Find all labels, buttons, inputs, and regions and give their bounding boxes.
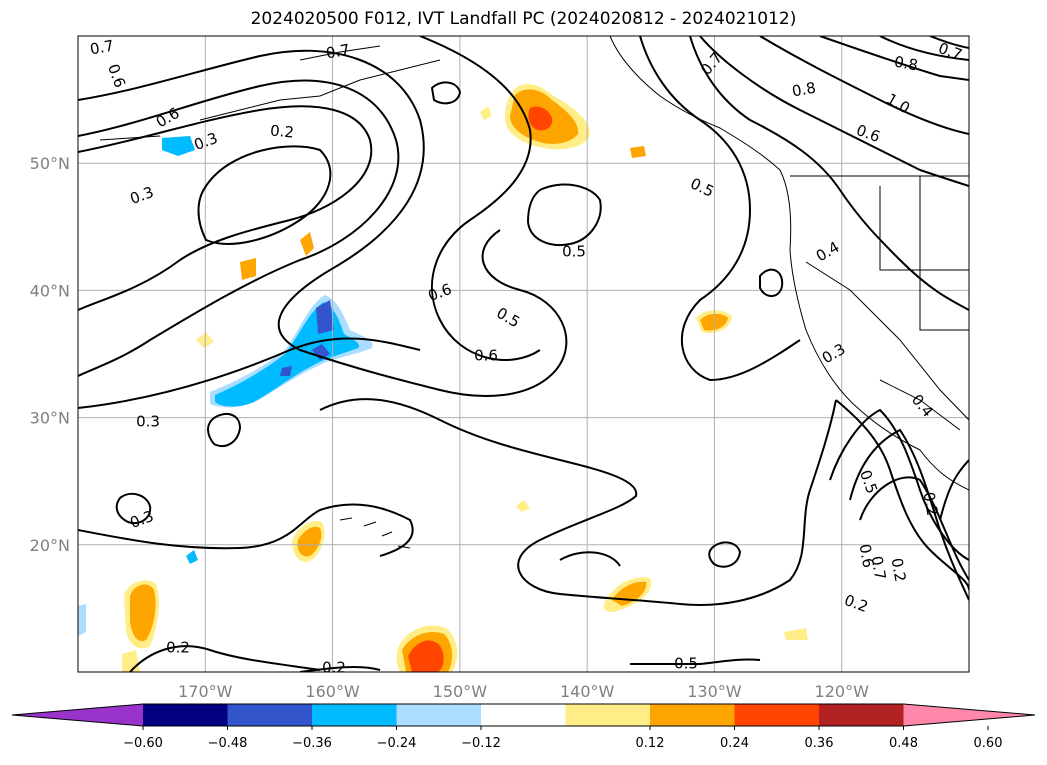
map-title: 2024020500 F012, IVT Landfall PC (202402… [250, 9, 797, 29]
colorbar-tick-label: 0.60 [974, 736, 1003, 751]
contour-label: 0.8 [791, 79, 818, 101]
colorbar-tick-label: −0.12 [461, 736, 501, 751]
lat-tick-label: 50°N [30, 154, 70, 173]
colorbar: −0.60 −0.48 −0.36 −0.24 −0.12 0.12 0.24 0.36 0.4… [11, 703, 1036, 751]
contour-label: 0.7 [89, 37, 116, 59]
colorbar-tick-label: −0.24 [377, 736, 417, 751]
colorbar-segment [481, 704, 566, 726]
lon-tick-label: 120°W [815, 682, 870, 701]
colorbar-tick-label: 0.48 [889, 736, 918, 751]
contour-label: 0.7 [936, 39, 965, 64]
contour-label: 0.2 [166, 639, 190, 657]
colorbar-tick-label: −0.48 [208, 736, 248, 751]
colorbar-min-extend [12, 704, 143, 726]
contour-label: 0.6 [104, 62, 129, 91]
lon-tick-label: 130°W [687, 682, 742, 701]
contour-label: 0.5 [688, 174, 717, 200]
pc-contours [78, 36, 969, 672]
contour-label: 0.6 [856, 543, 878, 570]
contour-label: 0.2 [920, 491, 942, 518]
colorbar-segment [565, 704, 650, 726]
map-frame [77, 35, 970, 673]
hawaiian-islands [339, 517, 411, 549]
lat-tick-label: 20°N [30, 536, 70, 555]
contour-label: 0.2 [269, 121, 294, 141]
contour-label: 0.4 [908, 391, 937, 421]
colorbar-segment [143, 704, 228, 726]
latitude-labels: 50°N 40°N 30°N 20°N [30, 154, 70, 555]
colorbar-tick-label: −0.36 [292, 736, 332, 751]
colorbar-tick-label: 0.36 [805, 736, 834, 751]
colorbar-segment [734, 704, 819, 726]
contour-label: 0.3 [136, 413, 160, 431]
negative-anomaly-51n [162, 136, 195, 156]
contour-label: 0.3 [819, 340, 849, 368]
colorbar-segment [396, 704, 481, 726]
contour-label: 0.3 [128, 183, 157, 208]
contour-label: 0.5 [562, 243, 586, 261]
lon-tick-label: 140°W [560, 682, 615, 701]
contour-label: 0.3 [192, 129, 221, 154]
aleutian-islands [99, 59, 441, 141]
contour-label: 0.6 [854, 121, 883, 146]
contour-label: 0.7 [697, 49, 726, 79]
contour-label: 0.7 [868, 555, 890, 582]
colorbar-tick-label: 0.24 [720, 736, 749, 751]
contour-label: 0.8 [893, 53, 920, 75]
contour-label: 0.3 [128, 507, 157, 532]
contour-label: 0.5 [674, 655, 698, 673]
contour-label: 0.2 [322, 659, 346, 677]
contour-label: 0.6 [426, 280, 455, 305]
colorbar-segment [650, 704, 735, 726]
contour-label: 0.7 [325, 41, 352, 63]
lat-tick-label: 40°N [30, 281, 70, 300]
longitude-labels: 170°W 160°W 150°W 140°W 130°W 120°W [178, 682, 869, 701]
lon-tick-label: 150°W [433, 682, 488, 701]
lon-tick-label: 170°W [178, 682, 233, 701]
contour-label: 0.2 [888, 557, 910, 584]
contour-label: 0.5 [493, 304, 523, 332]
colorbar-tick-label: −0.60 [123, 736, 163, 751]
contour-label: 0.6 [474, 347, 498, 365]
colorbar-tick-label: 0.12 [636, 736, 665, 751]
contour-label: 0.2 [842, 591, 871, 616]
lon-tick-label: 160°W [305, 682, 360, 701]
contour-label: 0.4 [813, 238, 843, 266]
colorbar-segment [819, 704, 904, 726]
colorbar-segment [312, 704, 397, 726]
lat-tick-label: 30°N [30, 409, 70, 428]
anomaly-shading [78, 84, 808, 672]
colorbar-max-extend [903, 704, 1035, 726]
colorbar-segment [227, 704, 312, 726]
